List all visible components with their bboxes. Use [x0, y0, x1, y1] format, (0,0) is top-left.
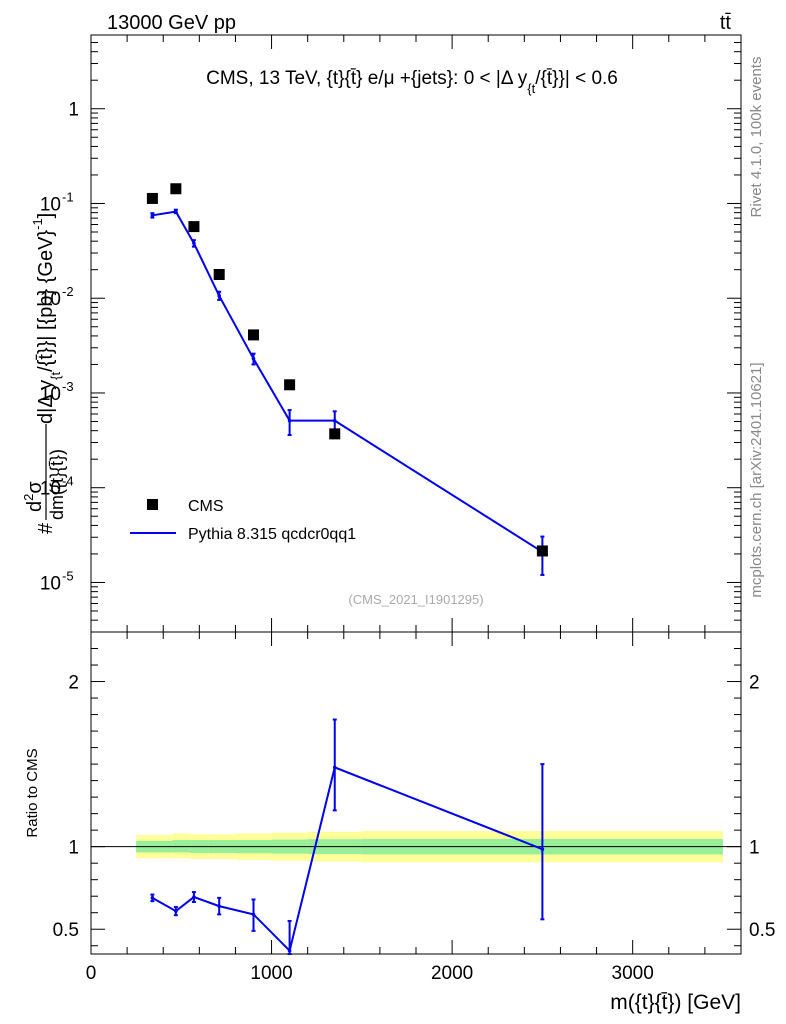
- cms-point: [284, 379, 296, 391]
- cms-point: [170, 183, 182, 195]
- pythia-point: [150, 213, 155, 218]
- ratio-point: [174, 909, 178, 913]
- ratio-panel-frame: [90, 631, 742, 955]
- main-y-tick-exponent: -2: [62, 284, 74, 299]
- pythia-line: [152, 210, 543, 553]
- x-tick-label: 2000: [431, 963, 473, 984]
- pythia-point: [287, 418, 292, 423]
- ratio-point: [192, 895, 196, 899]
- cms-point: [213, 268, 225, 280]
- main-y-tick-label: 10: [40, 479, 61, 500]
- main-y-tick-label: 10: [40, 384, 61, 405]
- main-y-tick-label: 10: [40, 194, 61, 215]
- ratio-point: [217, 904, 221, 908]
- main-y-tick-label: 10: [40, 573, 61, 594]
- main-y-tick-exponent: -1: [62, 189, 74, 204]
- pythia-point: [251, 356, 256, 361]
- main-y-tick-exponent: -5: [62, 568, 74, 583]
- rivet-label: Rivet 4.1.0, 100k events: [748, 57, 765, 218]
- ratio-point: [287, 948, 292, 953]
- ratio-x-axis: 0 1000 2000 3000: [86, 632, 742, 984]
- cms-point: [536, 545, 548, 557]
- ratio-point: [540, 847, 545, 851]
- ylabel-rest: d|Δ y{t/{t̄}}| [{pb} {GeV}-1]: [30, 213, 63, 424]
- legend-cms-marker: [147, 499, 158, 510]
- ratio-y-axis-label: Ratio to CMS: [24, 748, 41, 837]
- pythia-point: [192, 241, 196, 246]
- main-panel: 110-110-210-310-410-5 CMS, 13 TeV, {t}{t…: [21, 34, 742, 633]
- main-data-layer: [146, 183, 548, 576]
- cms-point: [329, 428, 341, 440]
- x-tick-label: 0: [86, 963, 97, 984]
- ratio-y-tick-label: 0.5: [53, 920, 79, 941]
- ratio-y-tick-label-right: 0.5: [749, 920, 775, 941]
- ratio-y-tick-label: 1: [68, 838, 79, 859]
- main-y-tick-label: 1: [68, 100, 79, 121]
- main-y-axis-label: # d2σ dm({t}{t̄}) d|Δ y{t/{t̄}}| [{pb} {…: [21, 213, 67, 534]
- pythia-point: [332, 418, 337, 423]
- analysis-watermark: (CMS_2021_I1901295): [348, 592, 483, 607]
- header-energy-label: 13000 GeV pp: [107, 12, 236, 34]
- ratio-panel: 0.5 0.5 1 1 2 2 0 1000 2000 3000 Ratio to CMS m(…: [24, 631, 775, 1014]
- legend: CMS Pythia 8.315 qcdcr0qq1: [130, 498, 356, 543]
- ratio-point: [332, 765, 337, 770]
- ratio-y-tick-label: 2: [68, 673, 79, 694]
- legend-pythia-label: Pythia 8.315 qcdcr0qq1: [188, 526, 356, 543]
- ratio-y-tick-label-right: 2: [749, 673, 760, 694]
- cms-point: [248, 329, 259, 341]
- cms-point: [146, 192, 158, 204]
- cms-point: [188, 221, 200, 233]
- ratio-line: [151, 766, 543, 953]
- main-y-tick-exponent: -4: [62, 474, 74, 489]
- x-axis-label: m({t}{t̄}) [GeV]: [610, 991, 741, 1014]
- ratio-y-axis: 0.5 0.5 1 1 2 2: [53, 648, 775, 947]
- ratio-point: [251, 912, 256, 917]
- ylabel-hash: #: [35, 522, 57, 534]
- header-process-label: tt̄: [720, 12, 732, 34]
- mcplots-label: mcplots.cern.ch [arXiv:2401.10621]: [748, 362, 765, 597]
- main-y-axis: 110-110-210-310-410-5: [40, 34, 741, 633]
- pythia-point: [174, 209, 178, 214]
- x-tick-label: 1000: [250, 963, 292, 984]
- main-title: CMS, 13 TeV, {t}{t̄} e/μ +{jets}: 0 < |Δ…: [206, 68, 618, 96]
- main-y-tick-exponent: -3: [62, 379, 74, 394]
- ratio-data-layer: [91, 718, 741, 955]
- ylabel-denominator: dm({t}{t̄}): [47, 449, 67, 520]
- ratio-point: [150, 896, 155, 900]
- ylabel-numerator: d2σ: [21, 481, 46, 512]
- main-x-ticks: [90, 35, 742, 632]
- pythia-point: [217, 294, 221, 298]
- ratio-y-tick-label-right: 1: [749, 838, 760, 859]
- legend-cms-label: CMS: [188, 498, 224, 515]
- main-y-tick-label: 10: [40, 289, 61, 310]
- x-tick-label: 3000: [612, 963, 654, 984]
